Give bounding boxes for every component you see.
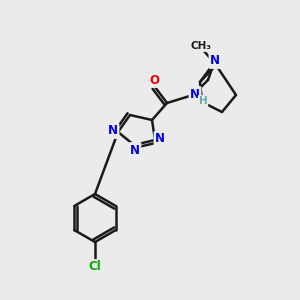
Text: N: N bbox=[190, 88, 200, 100]
Text: N: N bbox=[155, 133, 165, 146]
Text: CH₃: CH₃ bbox=[190, 41, 212, 51]
Text: Cl: Cl bbox=[88, 260, 101, 274]
Text: H: H bbox=[199, 96, 207, 106]
Text: O: O bbox=[149, 74, 159, 86]
Text: N: N bbox=[210, 55, 220, 68]
Text: N: N bbox=[130, 143, 140, 157]
Text: N: N bbox=[108, 124, 118, 137]
